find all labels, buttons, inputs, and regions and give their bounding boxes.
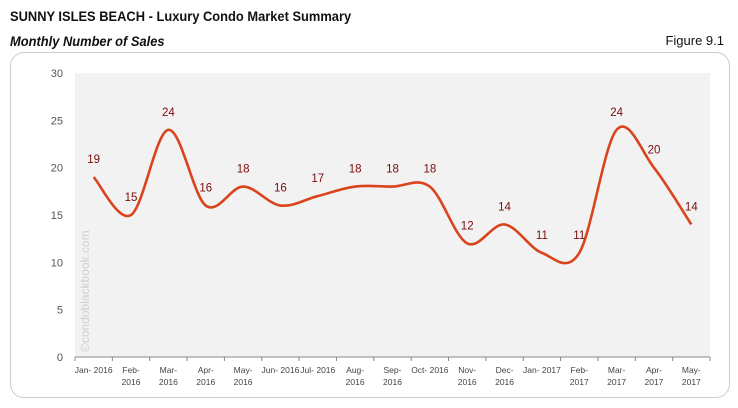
data-label: 18 [423,164,436,176]
data-label: 12 [461,220,474,232]
x-tick-label: Aug- [346,365,364,375]
data-label: 16 [199,183,212,195]
data-label: 20 [648,145,661,157]
x-tick-label: Jun- 2016 [262,365,300,375]
data-label: 15 [125,192,138,204]
x-tick-label: 2016 [383,377,402,387]
x-tick-label: Feb- [571,365,589,375]
data-label: 14 [685,201,698,213]
y-tick-label: 15 [51,210,63,222]
x-tick-label: 2016 [122,377,141,387]
data-label: 18 [349,164,362,176]
x-tick-label: 2017 [607,377,626,387]
x-tick-label: Oct- 2016 [411,365,449,375]
x-tick-label: 2016 [346,377,365,387]
data-label: 18 [386,164,399,176]
data-label: 11 [573,230,585,242]
x-tick-label: Mar- [608,365,626,375]
y-tick-label: 0 [57,352,63,364]
data-label: 24 [162,107,175,119]
series-line [92,125,693,265]
x-tick-label: 2016 [234,377,253,387]
x-tick-label: Dec- [496,365,514,375]
x-tick-label: Apr- [198,365,214,375]
x-tick-label: Jan- 2017 [523,365,561,375]
chart-frame [10,52,730,398]
x-tick-label: Nov- [458,365,476,375]
y-tick-label: 5 [57,305,63,317]
y-tick-label: 30 [51,68,63,80]
data-label: 19 [87,154,100,166]
y-tick-label: 25 [51,115,63,127]
x-tick-label: 2017 [570,377,589,387]
watermark: ©condoblackbook.com [78,230,92,352]
x-tick-label: 2016 [458,377,477,387]
data-label: 24 [610,107,623,119]
x-tick-label: May- [682,365,701,375]
x-tick-label: Feb- [122,365,140,375]
chart-subtitle: Monthly Number of Sales [10,33,165,49]
report-title: SUNNY ISLES BEACH - Luxury Condo Market … [10,8,352,24]
x-tick-label: Jul- 2016 [300,365,335,375]
data-label: 16 [274,183,287,195]
x-tick-label: Mar- [160,365,178,375]
x-tick-label: 2017 [682,377,701,387]
x-tick-label: 2016 [159,377,178,387]
data-label: 11 [536,230,548,242]
data-label: 17 [311,173,324,185]
plot-area [75,73,710,357]
x-tick-label: Apr- [646,365,662,375]
data-label: 14 [498,201,511,213]
x-tick-label: 2017 [645,377,664,387]
y-tick-label: 10 [51,257,63,269]
y-tick-label: 20 [51,163,63,175]
x-tick-label: 2016 [196,377,215,387]
figure-number: Figure 9.1 [665,33,724,48]
x-tick-label: May- [234,365,253,375]
data-label: 18 [237,164,250,176]
x-tick-label: Jan- 2016 [75,365,113,375]
x-tick-label: Sep- [384,365,402,375]
x-tick-label: 2016 [495,377,514,387]
